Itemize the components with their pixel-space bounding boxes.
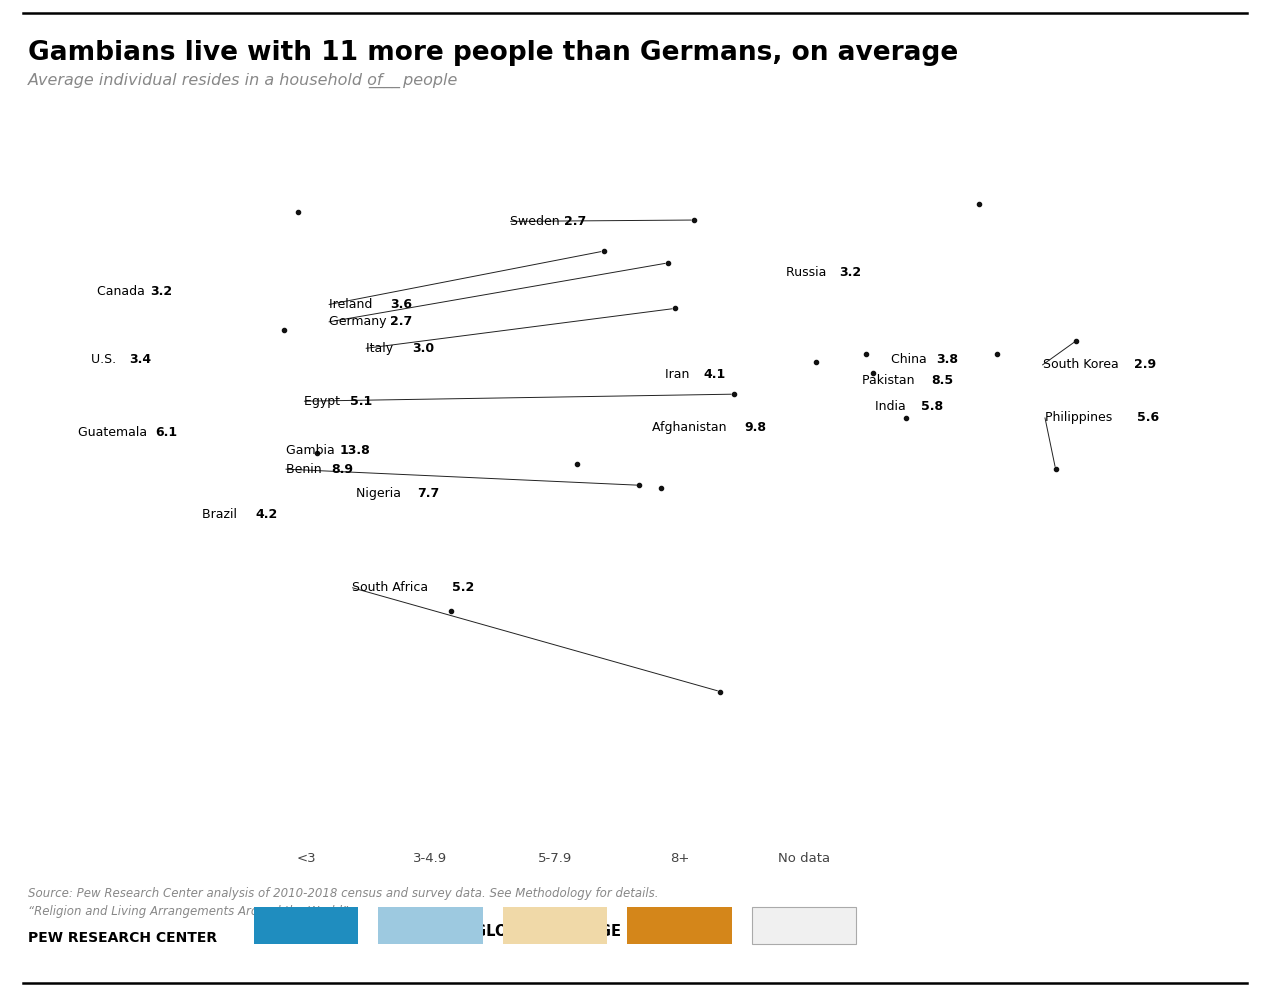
Text: 5-7.9: 5-7.9 xyxy=(538,852,572,865)
Text: Gambians live with 11 more people than Germans, on average: Gambians live with 11 more people than G… xyxy=(28,40,958,66)
Text: No data: No data xyxy=(777,852,831,865)
Text: South Africa: South Africa xyxy=(353,581,433,594)
Text: GLOBAL AVERAGE = 4.9: GLOBAL AVERAGE = 4.9 xyxy=(474,924,669,939)
Text: Guatemala: Guatemala xyxy=(79,426,151,439)
Text: 3.2: 3.2 xyxy=(151,285,173,298)
Text: China: China xyxy=(890,353,931,366)
Text: Russia: Russia xyxy=(786,266,831,279)
Text: 2.7: 2.7 xyxy=(564,215,587,228)
Text: PEW RESEARCH CENTER: PEW RESEARCH CENTER xyxy=(28,931,217,945)
Text: 3.6: 3.6 xyxy=(390,298,413,311)
Text: 2.7: 2.7 xyxy=(390,315,413,328)
Text: Egypt: Egypt xyxy=(305,395,344,408)
Text: India: India xyxy=(875,400,909,413)
Text: Nigeria: Nigeria xyxy=(356,487,405,500)
Text: 5.6: 5.6 xyxy=(1137,412,1160,424)
Text: Italy: Italy xyxy=(366,342,398,355)
Text: 5.8: 5.8 xyxy=(921,400,942,413)
Text: Source: Pew Research Center analysis of 2010-2018 census and survey data. See Me: Source: Pew Research Center analysis of … xyxy=(28,887,658,900)
Text: people: people xyxy=(399,73,457,87)
Text: Brazil: Brazil xyxy=(202,508,241,521)
Text: 8.9: 8.9 xyxy=(331,462,354,476)
Text: 3.0: 3.0 xyxy=(411,342,434,355)
Text: 8.5: 8.5 xyxy=(931,374,954,387)
Text: Ireland: Ireland xyxy=(329,298,376,311)
Text: 3-4.9: 3-4.9 xyxy=(414,852,447,865)
Text: 5.2: 5.2 xyxy=(452,581,474,594)
Text: Sweden: Sweden xyxy=(511,215,564,228)
Text: Benin: Benin xyxy=(286,462,325,476)
Text: Germany: Germany xyxy=(329,315,390,328)
Text: 7.7: 7.7 xyxy=(418,487,439,500)
Text: Gambia: Gambia xyxy=(286,443,339,457)
Text: 3.4: 3.4 xyxy=(130,353,151,366)
Text: “Religion and Living Arrangements Around the World”: “Religion and Living Arrangements Around… xyxy=(28,905,348,917)
Text: 8+: 8+ xyxy=(669,852,690,865)
Text: Average individual resides in a household of: Average individual resides in a househol… xyxy=(28,73,389,87)
Text: 3.8: 3.8 xyxy=(936,353,959,366)
Text: 3.2: 3.2 xyxy=(839,266,861,279)
Text: ____: ____ xyxy=(368,73,400,87)
Text: Canada: Canada xyxy=(97,285,149,298)
Text: South Korea: South Korea xyxy=(1043,359,1123,372)
Text: 5.1: 5.1 xyxy=(351,395,372,408)
Text: Philippines: Philippines xyxy=(1045,412,1116,424)
Text: 2.9: 2.9 xyxy=(1134,359,1157,372)
Text: Iran: Iran xyxy=(664,368,693,382)
Text: 4.1: 4.1 xyxy=(704,368,725,382)
Text: Pakistan: Pakistan xyxy=(862,374,918,387)
Text: 13.8: 13.8 xyxy=(339,443,370,457)
Text: 9.8: 9.8 xyxy=(744,421,766,434)
Text: Afghanistan: Afghanistan xyxy=(653,421,732,434)
Text: <3: <3 xyxy=(296,852,316,865)
Text: 6.1: 6.1 xyxy=(155,426,177,439)
Text: 4.2: 4.2 xyxy=(255,508,278,521)
Text: U.S.: U.S. xyxy=(90,353,119,366)
